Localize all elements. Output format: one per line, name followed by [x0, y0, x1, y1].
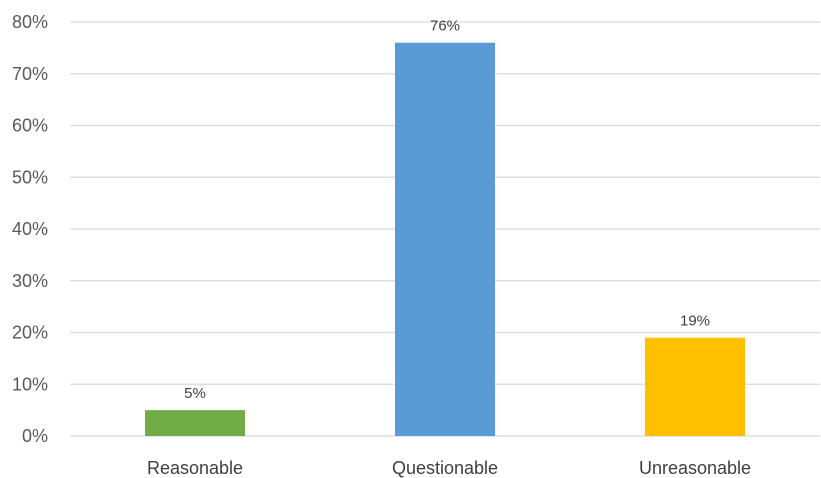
- y-tick-label: 20%: [12, 323, 48, 343]
- y-tick-label: 0%: [22, 426, 48, 446]
- category-label-questionable: Questionable: [392, 458, 498, 478]
- y-tick-label: 80%: [12, 12, 48, 32]
- bars: [145, 42, 745, 436]
- category-label-unreasonable: Unreasonable: [639, 458, 751, 478]
- data-label-reasonable: 5%: [184, 385, 206, 402]
- x-axis-category-labels: Reasonable Questionable Unreasonable: [147, 458, 751, 478]
- data-labels: 5% 76% 19%: [184, 18, 710, 402]
- y-axis-tick-labels: 0% 10% 20% 30% 40% 50% 60% 70% 80%: [12, 12, 48, 446]
- y-tick-label: 70%: [12, 64, 48, 84]
- y-tick-label: 60%: [12, 116, 48, 136]
- y-tick-label: 40%: [12, 219, 48, 239]
- y-tick-label: 30%: [12, 271, 48, 291]
- bar-unreasonable: [645, 337, 745, 436]
- bar-questionable: [395, 42, 495, 436]
- y-tick-label: 10%: [12, 374, 48, 394]
- y-tick-label: 50%: [12, 167, 48, 187]
- category-label-reasonable: Reasonable: [147, 458, 243, 478]
- data-label-questionable: 76%: [430, 18, 460, 35]
- bar-reasonable: [145, 410, 245, 436]
- data-label-unreasonable: 19%: [680, 313, 710, 330]
